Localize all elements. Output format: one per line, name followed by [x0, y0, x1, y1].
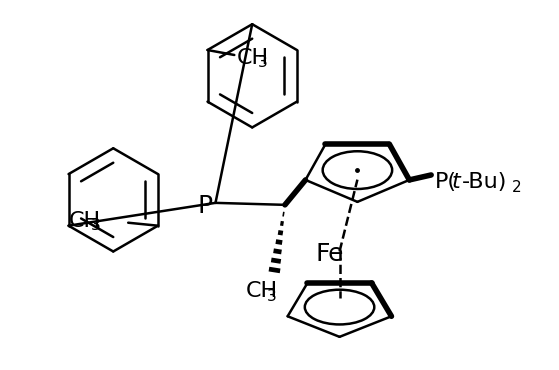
Text: Fe: Fe: [315, 242, 344, 266]
Text: P: P: [198, 194, 213, 218]
Text: CH: CH: [236, 48, 268, 68]
Text: P(: P(: [435, 172, 457, 192]
Text: CH: CH: [245, 281, 277, 301]
Text: 3: 3: [267, 289, 277, 304]
Text: -Bu): -Bu): [462, 172, 508, 192]
Text: t: t: [452, 172, 461, 192]
Text: 2: 2: [511, 180, 521, 195]
Text: 3: 3: [91, 218, 100, 233]
Text: CH: CH: [69, 211, 101, 231]
Text: 3: 3: [258, 56, 268, 70]
